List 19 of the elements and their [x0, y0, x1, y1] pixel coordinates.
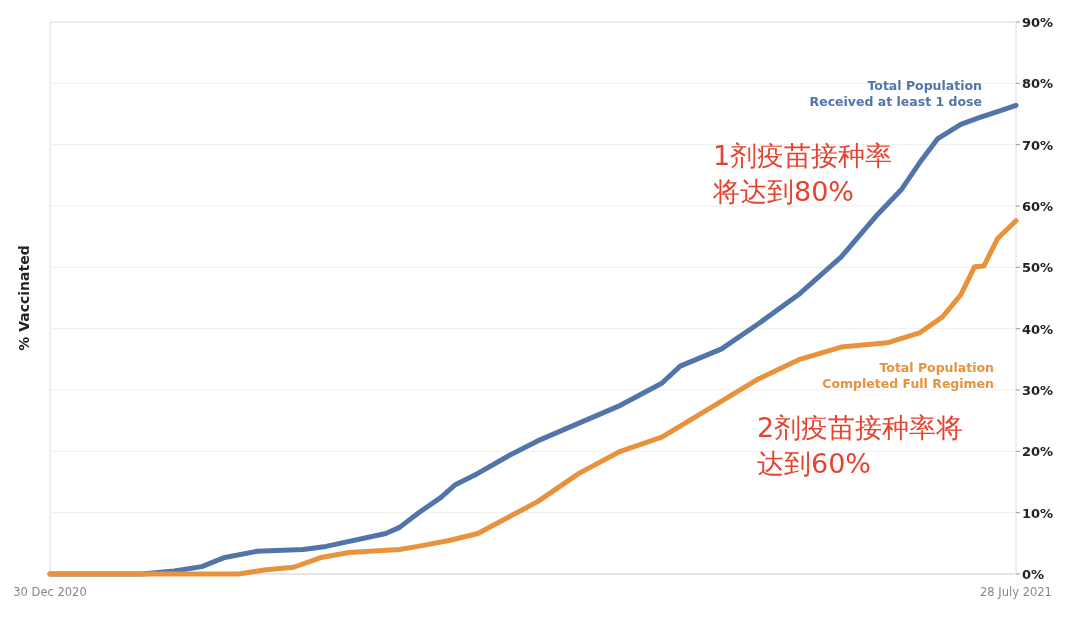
y-tick-label: 80%	[1022, 76, 1054, 92]
y-tick-label: 0%	[1022, 567, 1045, 582]
annotation: 2剂疫苗接种率将	[757, 412, 964, 443]
y-tick-label: 10%	[1022, 505, 1054, 521]
y-tick-label: 70%	[1022, 137, 1054, 153]
x-tick-label: 28 July 2021	[980, 585, 1052, 599]
y-tick-label: 20%	[1022, 444, 1054, 460]
series-label: Total Population Received at least 1 dose	[809, 78, 982, 109]
y-tick-label: 60%	[1022, 199, 1054, 214]
y-tick-label: 40%	[1022, 321, 1054, 337]
x-tick-label: 30 Dec 2020	[13, 585, 87, 599]
y-tick-label: 50%	[1022, 260, 1054, 276]
y-axis-title: % Vaccinated	[16, 245, 32, 351]
annotation: 达到60%	[757, 448, 872, 479]
annotation: 将达到80%	[712, 176, 855, 207]
series-label: Total Population Completed Full Regimen	[822, 360, 994, 391]
annotation: 1剂疫苗接种率	[713, 140, 893, 171]
y-tick-label: 90%	[1022, 15, 1054, 30]
y-tick-label: 30%	[1022, 383, 1054, 398]
